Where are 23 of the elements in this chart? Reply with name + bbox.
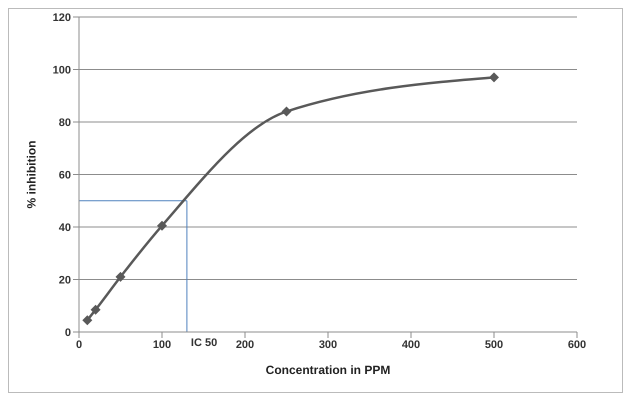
x-axis-title: Concentration in PPM xyxy=(266,363,390,377)
y-tick-label: 80 xyxy=(58,116,71,129)
y-tick-label: 20 xyxy=(58,274,71,286)
y-axis-title: % inhibition xyxy=(24,140,38,208)
x-tick-label: 300 xyxy=(318,338,338,351)
x-tick-label: 100 xyxy=(152,338,172,351)
y-tick-label: 120 xyxy=(52,12,71,24)
point xyxy=(157,220,167,231)
y-tick-label: 40 xyxy=(58,222,71,234)
y-tick-label: 60 xyxy=(58,169,71,182)
point xyxy=(489,72,499,82)
x-tick-label: 200 xyxy=(236,338,254,351)
ref-line-label: IC 50 xyxy=(190,337,218,349)
point xyxy=(282,106,292,116)
point xyxy=(90,304,101,315)
x-tick-label: 600 xyxy=(568,338,586,351)
y-tick-label: 100 xyxy=(52,64,71,76)
point xyxy=(82,315,92,326)
x-tick-label: 400 xyxy=(402,338,420,351)
x-tick-label: 500 xyxy=(484,338,504,351)
x-tick-label: 0 xyxy=(76,338,82,351)
y-tick-label: 0 xyxy=(64,326,71,339)
point xyxy=(116,272,126,282)
